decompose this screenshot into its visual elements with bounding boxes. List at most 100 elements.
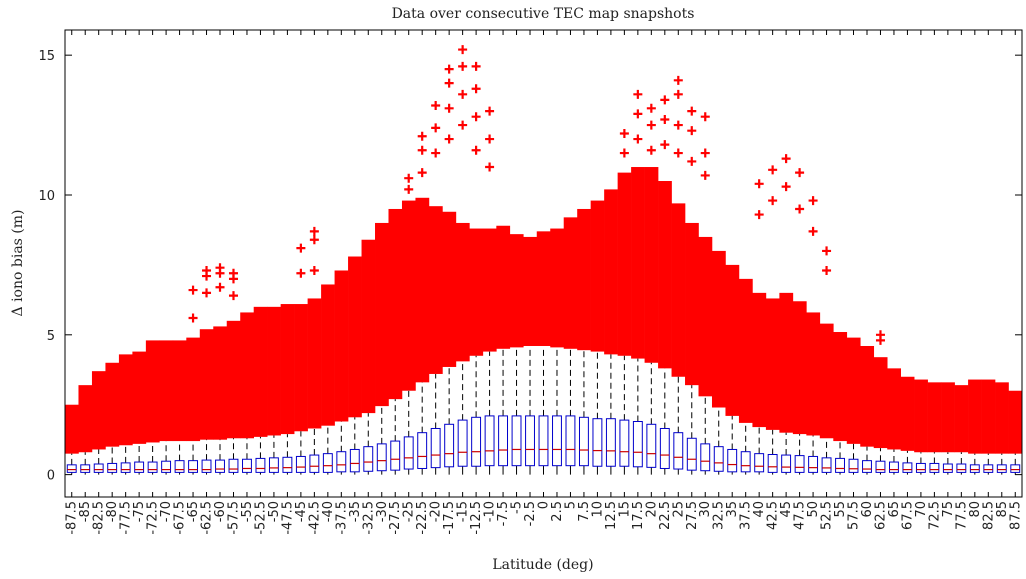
outlier-band [860, 345, 875, 447]
outlier [700, 170, 710, 180]
outlier [471, 84, 481, 94]
outlier [660, 95, 670, 105]
box [767, 453, 778, 473]
outlier-band [968, 379, 982, 454]
x-tick-label: -37.5 [334, 501, 349, 535]
outlier [822, 246, 832, 256]
outlier [444, 103, 454, 113]
outlier [417, 145, 427, 155]
outlier-band [954, 385, 969, 453]
outlier-band [388, 208, 403, 400]
outlier [215, 263, 225, 273]
outlier-band [887, 368, 901, 450]
outlier [202, 265, 212, 275]
x-tick-label: -80 [105, 501, 120, 522]
outlier [417, 131, 427, 141]
box [349, 448, 360, 473]
outlier [188, 285, 198, 295]
outlier-band [927, 382, 942, 453]
x-tick-label: 10 [590, 501, 605, 518]
outlier [619, 128, 629, 138]
box [403, 436, 414, 470]
box [781, 454, 792, 473]
outlier [781, 154, 791, 164]
box [889, 461, 899, 473]
outlier [795, 168, 805, 178]
outlier [808, 226, 818, 236]
outlier [471, 61, 481, 71]
x-tick-label: 7.5 [577, 501, 592, 522]
outlier [660, 140, 670, 150]
outlier-band [725, 264, 740, 416]
box [875, 460, 886, 473]
x-tick-label: -72.5 [146, 501, 161, 535]
x-tick-label: 57.5 [847, 501, 862, 530]
box [578, 416, 589, 467]
outlier [619, 148, 629, 158]
box [727, 448, 738, 473]
box [120, 462, 131, 473]
outlier-band [536, 231, 551, 346]
x-tick-label: 35 [725, 501, 740, 518]
x-tick-label: 27.5 [685, 501, 700, 530]
outlier-band [631, 167, 645, 359]
outlier-band [334, 270, 349, 422]
box [835, 457, 845, 473]
box [498, 415, 509, 467]
outlier [431, 101, 441, 111]
x-tick-label: 40 [752, 501, 767, 518]
x-tick-label: -85 [78, 501, 93, 522]
outlier [458, 89, 468, 99]
outlier [458, 45, 468, 55]
box [619, 419, 630, 467]
box [363, 446, 374, 472]
chart-title: Data over consecutive TEC map snapshots [392, 6, 695, 22]
x-tick-label: 87.5 [1008, 501, 1023, 530]
box [430, 427, 441, 469]
outlier-band [226, 320, 241, 439]
box [242, 458, 252, 473]
outlier-band [415, 197, 430, 383]
outlier [646, 103, 656, 113]
outlier [768, 196, 778, 206]
x-tick-label: 5 [563, 501, 578, 509]
box [848, 458, 859, 473]
outlier [458, 120, 468, 130]
outlier [485, 134, 495, 144]
x-tick-label: 62.5 [873, 501, 888, 530]
outlier [228, 268, 238, 278]
outlier [309, 226, 319, 236]
outlier [700, 112, 710, 122]
outlier [673, 148, 683, 158]
x-tick-label: -5 [510, 501, 525, 514]
x-tick-label: 80 [968, 501, 983, 518]
outlier [458, 61, 468, 71]
outlier-band [698, 236, 713, 397]
outlier-band [941, 382, 955, 453]
x-tick-label: -62.5 [200, 501, 215, 535]
outlier-band [118, 354, 133, 446]
outlier-band [604, 189, 618, 355]
box [902, 462, 913, 473]
outlier-band [833, 332, 848, 442]
box [754, 453, 765, 473]
outlier-band [213, 326, 228, 440]
outlier [417, 168, 427, 178]
y-tick-label: 15 [38, 49, 55, 64]
outlier-band [428, 206, 443, 374]
y-tick-label: 10 [38, 189, 55, 204]
outlier [808, 196, 818, 206]
outlier [687, 106, 697, 116]
box [821, 457, 832, 473]
x-tick-label: 47.5 [793, 501, 808, 530]
outlier [754, 179, 764, 189]
box [592, 418, 603, 467]
x-tick-label: -57.5 [226, 501, 241, 535]
outlier [687, 126, 697, 136]
outlier-band [752, 292, 767, 428]
box [255, 457, 266, 473]
outlier [768, 165, 778, 175]
x-tick-label: 20 [644, 501, 659, 518]
box [66, 464, 77, 473]
outlier-band [590, 200, 605, 352]
